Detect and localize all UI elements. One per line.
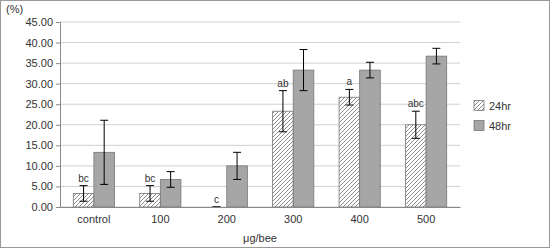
legend-label: 48hr [489,120,511,132]
tick-label: 5.00 [32,180,53,192]
tick: 0.00 [32,201,60,213]
y-axis: 0.00 5.00 10.00 15.00 20.00 25.00 30.00 35.00 40… [25,16,60,213]
error-bar [366,62,374,78]
tick-mark [56,22,60,23]
tick: 200 [218,207,236,225]
x-axis: control 100 200 300 400 500 [61,207,461,225]
bar [360,70,381,207]
marks [73,48,446,207]
tick: 300 [284,207,302,225]
tick-mark [56,145,60,146]
y-axis-title: (%) [6,3,23,15]
error-bar [300,50,308,91]
tick-label: 35.00 [25,57,53,69]
tick-label: 20.00 [25,119,53,131]
grid-line [60,83,460,84]
legend-swatch [474,121,484,131]
annotation: bc [145,173,156,184]
error-bar [167,172,175,188]
tick: 15.00 [25,139,60,151]
legend: 24hr 48hr [474,100,511,132]
tick: 500 [417,207,435,225]
tick-mark [56,207,60,208]
tick-label: 10.00 [25,160,53,172]
error-bar [345,89,353,105]
annotation: ab [277,78,289,89]
tick-mark [56,84,60,85]
annotation: bc [78,173,89,184]
tick: 40.00 [25,37,60,49]
grid [60,22,460,207]
tick-label: 25.00 [25,98,53,110]
annotations: bc bc c ab a abc [78,76,424,205]
bar [206,207,227,208]
grid-line [60,186,460,187]
tick-label: 40.00 [25,37,53,49]
tick-mark [56,186,60,187]
tick: 5.00 [32,180,60,192]
chart: 0.00 5.00 10.00 15.00 20.00 25.00 30.00 35.00 40… [0,0,550,248]
plot: 0.00 5.00 10.00 15.00 20.00 25.00 30.00 35.00 40… [25,16,460,225]
tick-mark [56,104,60,105]
axis-line [56,23,61,208]
tick-label: 200 [218,213,236,225]
grid-line [60,22,460,23]
tick-label: 45.00 [25,16,53,28]
error-bar [212,207,220,208]
bar [426,56,447,207]
tick: control [77,207,110,225]
tick-mark [56,63,60,64]
tick-label: 400 [350,213,368,225]
grid-line [60,124,460,125]
series [94,48,447,207]
x-axis-title: μg/bee [243,232,277,244]
error-bar [412,111,420,138]
annotation: abc [408,98,424,109]
tick-mark [56,125,60,126]
frame [1,1,550,248]
tick: 25.00 [25,98,60,110]
grid-line [60,145,460,146]
error-bar [432,48,440,64]
bar [339,97,360,207]
tick: 400 [350,207,368,225]
tick: 10.00 [25,160,60,172]
tick-label: 500 [417,213,435,225]
tick-label: 15.00 [25,139,53,151]
grid-line [60,207,460,208]
error-bar [146,186,154,202]
error-bar [100,120,108,184]
tick-label: 0.00 [32,201,53,213]
tick: 45.00 [25,16,60,28]
tick-label: 30.00 [25,78,53,90]
tick-label: 100 [151,213,169,225]
tick: 35.00 [25,57,60,69]
annotation: c [214,194,219,205]
error-bar [233,152,241,179]
error-bar [279,91,287,132]
grid-line [60,63,460,64]
tick: 30.00 [25,78,60,90]
tick-mark [56,166,60,167]
legend-swatch [474,101,484,111]
grid-line [60,104,460,105]
tick-label: 300 [284,213,302,225]
grid-line [60,165,460,166]
tick: 100 [151,207,169,225]
annotation: a [347,76,353,87]
legend-label: 24hr [489,100,511,112]
axis-line [61,207,461,208]
tick: 20.00 [25,119,60,131]
tick-label: control [77,213,110,225]
tick-mark [56,43,60,44]
grid-line [60,42,460,43]
error-bar [80,186,88,202]
